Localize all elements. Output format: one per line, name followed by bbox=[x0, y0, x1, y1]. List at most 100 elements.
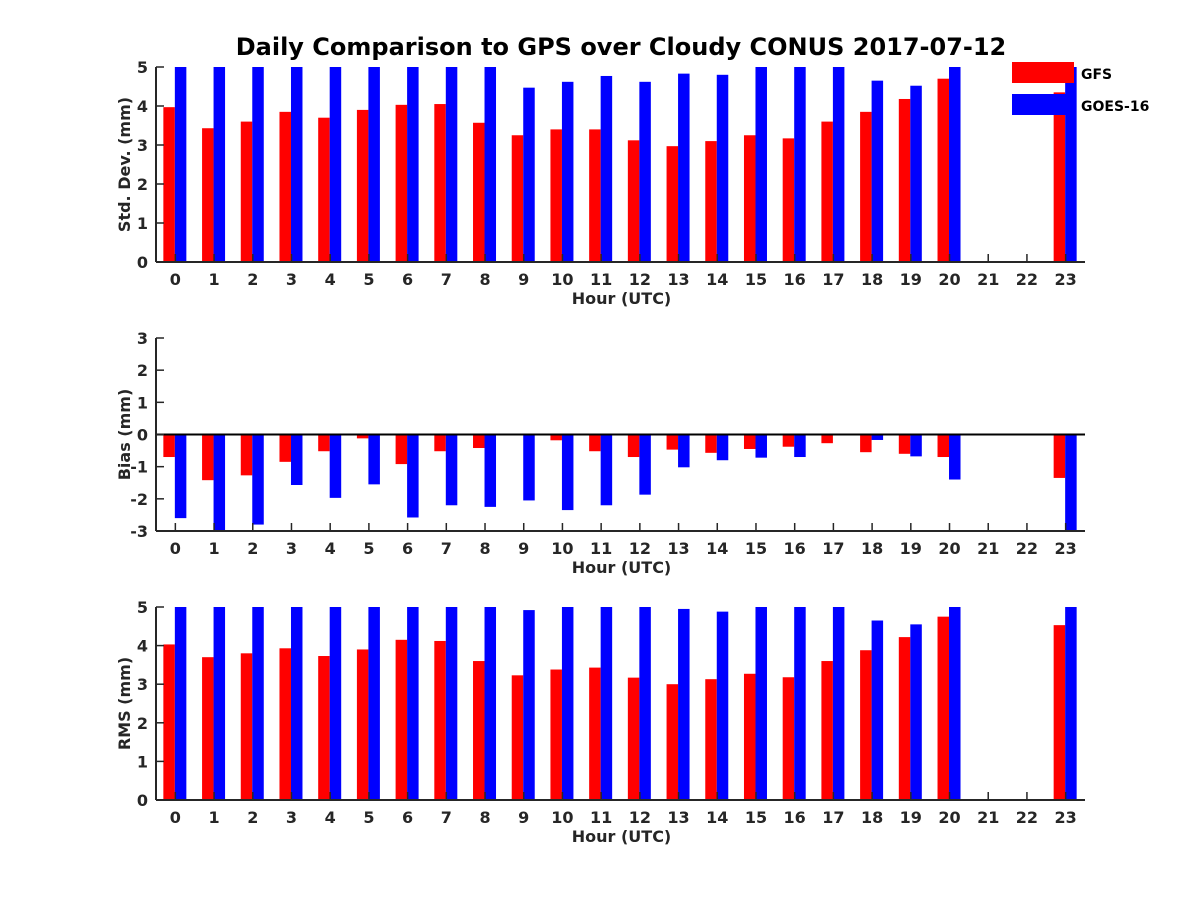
bar-gfs-hour-15 bbox=[743, 673, 756, 800]
bar-gfs-hour-11 bbox=[589, 434, 601, 452]
bar-gfs-hour-11 bbox=[589, 129, 601, 262]
bar-goes16-hour-1 bbox=[213, 607, 226, 800]
x-tick-label: 7 bbox=[441, 539, 452, 558]
y-tick-label: 4 bbox=[137, 637, 148, 656]
bar-gfs-hour-16 bbox=[782, 138, 795, 262]
x-tick-label: 21 bbox=[977, 539, 999, 558]
y-tick-label: 1 bbox=[137, 752, 148, 771]
bar-goes16-hour-23 bbox=[1065, 67, 1077, 262]
bar-goes16-hour-0 bbox=[174, 607, 187, 800]
x-tick-label: 6 bbox=[402, 808, 413, 827]
bar-gfs-hour-5 bbox=[356, 109, 369, 263]
bar-goes16-hour-1 bbox=[213, 434, 226, 531]
bar-goes16-hour-18 bbox=[871, 620, 884, 800]
bar-goes16-hour-4 bbox=[329, 434, 342, 498]
bar-goes16-hour-14 bbox=[716, 434, 729, 461]
bar-gfs-hour-17 bbox=[821, 661, 833, 800]
x-tick-label: 17 bbox=[822, 539, 844, 558]
x-tick-label: 2 bbox=[247, 539, 258, 558]
x-tick-label: 15 bbox=[745, 808, 767, 827]
x-tick-label: 17 bbox=[822, 808, 844, 827]
bar-gfs-hour-1 bbox=[202, 434, 214, 481]
bar-gfs-hour-17 bbox=[821, 434, 833, 444]
x-tick-label: 7 bbox=[441, 808, 452, 827]
x-tick-label: 19 bbox=[900, 808, 922, 827]
bar-gfs-hour-11 bbox=[589, 667, 601, 800]
bar-goes16-hour-13 bbox=[678, 434, 690, 468]
x-tick-label: 13 bbox=[667, 270, 689, 289]
bar-goes16-hour-9 bbox=[523, 87, 535, 262]
bar-goes16-hour-7 bbox=[445, 434, 458, 506]
x-tick-label: 10 bbox=[551, 808, 573, 827]
bar-goes16-hour-20 bbox=[949, 67, 961, 262]
x-tick-label: 16 bbox=[784, 808, 806, 827]
bar-goes16-hour-18 bbox=[871, 434, 884, 440]
bar-goes16-hour-20 bbox=[949, 434, 961, 480]
x-tick-label: 5 bbox=[363, 808, 374, 827]
x-tick-label: 9 bbox=[518, 808, 529, 827]
bar-gfs-hour-13 bbox=[666, 146, 679, 262]
chart-title: Daily Comparison to GPS over Cloudy CONU… bbox=[236, 33, 1007, 61]
bar-goes16-hour-12 bbox=[639, 81, 651, 262]
x-tick-label: 13 bbox=[667, 808, 689, 827]
bar-gfs-hour-1 bbox=[202, 128, 214, 262]
legend-swatch-gfs bbox=[1012, 62, 1074, 83]
x-tick-label: 17 bbox=[822, 270, 844, 289]
bar-goes16-hour-0 bbox=[174, 67, 187, 262]
bar-goes16-hour-2 bbox=[252, 67, 264, 262]
bar-gfs-hour-10 bbox=[550, 129, 562, 262]
y-tick-label: 4 bbox=[137, 97, 148, 116]
bar-gfs-hour-13 bbox=[666, 684, 679, 800]
x-tick-label: 0 bbox=[170, 270, 181, 289]
y-tick-label: 1 bbox=[137, 214, 148, 233]
bar-gfs-hour-14 bbox=[705, 141, 717, 262]
x-tick-label: 23 bbox=[1055, 808, 1077, 827]
x-tick-label: 19 bbox=[900, 270, 922, 289]
x-tick-label: 7 bbox=[441, 270, 452, 289]
bar-gfs-hour-7 bbox=[434, 434, 446, 452]
bar-gfs-hour-12 bbox=[627, 434, 640, 458]
bar-goes16-hour-6 bbox=[407, 434, 419, 518]
legend-label-gfs: GFS bbox=[1081, 67, 1112, 83]
x-tick-label: 4 bbox=[325, 539, 336, 558]
bar-goes16-hour-16 bbox=[794, 607, 806, 800]
bar-goes16-hour-4 bbox=[329, 67, 342, 262]
bar-goes16-hour-5 bbox=[368, 607, 380, 800]
y-axis-label: Std. Dev. (mm) bbox=[115, 97, 134, 232]
bar-goes16-hour-17 bbox=[832, 607, 845, 800]
bar-gfs-hour-12 bbox=[627, 140, 640, 262]
bar-goes16-hour-11 bbox=[600, 434, 613, 506]
bar-goes16-hour-2 bbox=[252, 434, 264, 525]
x-tick-label: 8 bbox=[479, 808, 490, 827]
x-tick-label: 13 bbox=[667, 539, 689, 558]
x-tick-label: 4 bbox=[325, 270, 336, 289]
bar-goes16-hour-5 bbox=[368, 67, 380, 262]
x-tick-label: 15 bbox=[745, 270, 767, 289]
y-tick-label: 2 bbox=[137, 361, 148, 380]
bar-goes16-hour-6 bbox=[407, 607, 419, 800]
bar-gfs-hour-15 bbox=[743, 135, 756, 262]
bar-gfs-hour-20 bbox=[937, 434, 950, 458]
y-tick-label: 3 bbox=[137, 329, 148, 348]
bar-gfs-hour-4 bbox=[318, 117, 330, 262]
x-tick-label: 11 bbox=[590, 270, 612, 289]
bar-gfs-hour-3 bbox=[279, 434, 291, 462]
x-tick-label: 22 bbox=[1016, 270, 1038, 289]
y-axis-label: Bias (mm) bbox=[115, 389, 134, 481]
bar-gfs-hour-3 bbox=[279, 111, 291, 262]
bar-gfs-hour-4 bbox=[318, 434, 330, 452]
bar-gfs-hour-19 bbox=[898, 98, 911, 262]
y-tick-label: 0 bbox=[137, 426, 148, 445]
bar-gfs-hour-6 bbox=[395, 639, 408, 800]
bar-gfs-hour-15 bbox=[743, 434, 756, 449]
bar-gfs-hour-7 bbox=[434, 104, 446, 262]
bar-goes16-hour-7 bbox=[445, 607, 458, 800]
x-tick-label: 18 bbox=[861, 270, 883, 289]
x-tick-label: 16 bbox=[784, 539, 806, 558]
x-tick-label: 23 bbox=[1055, 270, 1077, 289]
bar-goes16-hour-4 bbox=[329, 607, 342, 800]
bar-goes16-hour-10 bbox=[561, 434, 574, 511]
legend-swatch-goes16 bbox=[1012, 94, 1074, 115]
